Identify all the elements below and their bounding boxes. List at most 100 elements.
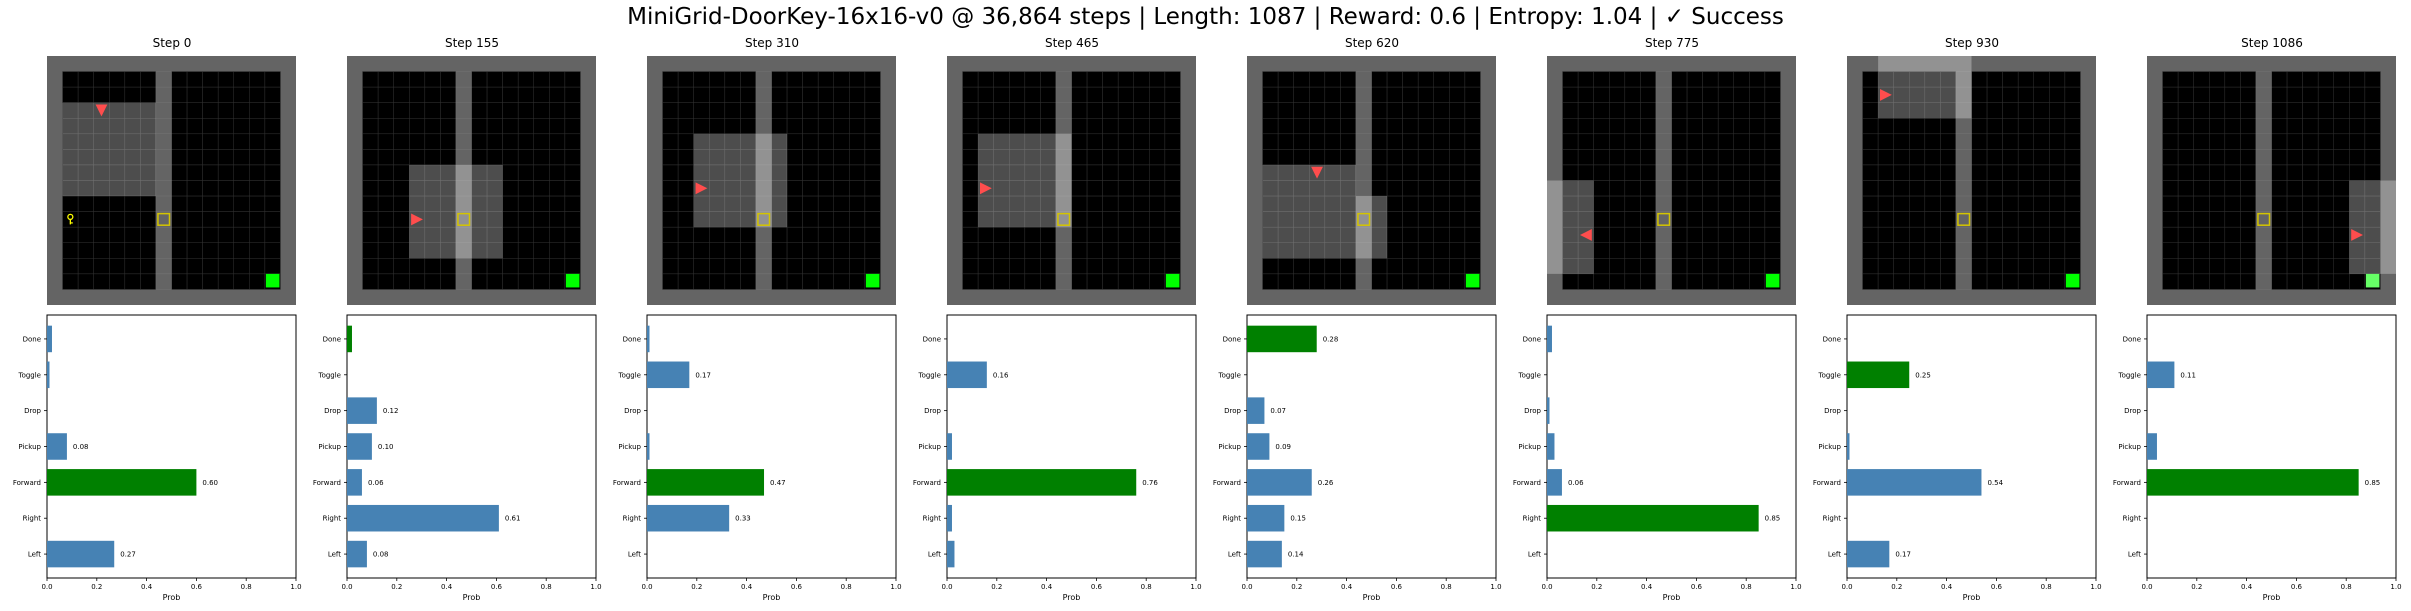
bar-right xyxy=(1247,504,1285,532)
plot-frame xyxy=(2146,314,2397,579)
grid-frame xyxy=(647,56,896,305)
x-tick-label: 0.4 xyxy=(141,583,153,591)
y-tick-label: Toggle xyxy=(17,371,41,379)
bar-left xyxy=(347,540,367,568)
floor xyxy=(962,71,1181,290)
grid-frame xyxy=(1547,56,1796,305)
bar-forward xyxy=(947,469,1137,496)
bar-toggle xyxy=(47,361,50,389)
x-tick-label: 0.8 xyxy=(241,583,252,591)
floor xyxy=(1862,71,2081,290)
x-tick-label: 0.8 xyxy=(841,583,852,591)
y-tick-label: Drop xyxy=(324,407,341,415)
bar-forward xyxy=(1247,469,1312,496)
x-tick-label: 0.6 xyxy=(791,583,803,591)
y-tick-label: Drop xyxy=(24,407,41,415)
y-tick-label: Pickup xyxy=(2118,443,2141,451)
y-tick-label: Done xyxy=(1523,335,1541,343)
action-prob-chart: Left Right Forward 0.85 Pickup Drop Toggle 0.11… xyxy=(2113,314,2402,602)
value-label: 0.06 xyxy=(368,479,384,487)
x-axis-label: Prob xyxy=(1663,593,1681,602)
floor xyxy=(1562,71,1781,290)
bar-toggle xyxy=(1847,361,1910,389)
bar-done xyxy=(47,325,52,353)
bar-forward xyxy=(647,469,765,496)
y-tick-label: Pickup xyxy=(618,443,641,451)
action-prob-chart: Left Right Forward 0.76 Pickup Drop Toggle 0.16… xyxy=(913,314,1202,602)
y-tick-label: Done xyxy=(23,335,41,343)
step-title: Step 775 xyxy=(1644,36,1700,50)
x-tick-label: 1.0 xyxy=(2390,583,2401,591)
value-label: 0.16 xyxy=(993,371,1009,379)
x-tick-label: 0.4 xyxy=(741,583,753,591)
value-label: 0.61 xyxy=(505,515,521,523)
y-tick-label: Drop xyxy=(1224,407,1241,415)
y-tick-label: Forward xyxy=(2113,479,2141,487)
value-label: 0.15 xyxy=(1290,515,1306,523)
agent-view-overlay xyxy=(693,133,788,228)
action-prob-chart: Left 0.14 Right 0.15 Forward 0.26 Pickup 0.09 Dr… xyxy=(1213,314,1502,602)
bar-pickup xyxy=(47,433,67,460)
door xyxy=(157,212,171,226)
grid-frame xyxy=(47,56,296,305)
y-tick-label: Drop xyxy=(924,407,941,415)
bar-right xyxy=(947,504,952,532)
step-title: Step 930 xyxy=(1944,36,2000,50)
y-tick-label: Left xyxy=(1228,551,1241,559)
x-tick-label: 0.4 xyxy=(1041,583,1053,591)
x-tick-label: 0.2 xyxy=(1891,583,1902,591)
x-axis-label: Prob xyxy=(163,593,181,602)
bar-toggle xyxy=(647,361,690,389)
plot-frame xyxy=(346,314,597,579)
bar-done xyxy=(347,325,352,353)
y-tick-label: Forward xyxy=(613,479,641,487)
bar-drop xyxy=(1547,397,1550,424)
x-axis-label: Prob xyxy=(1363,593,1381,602)
x-tick-label: 0.2 xyxy=(91,583,102,591)
x-tick-label: 1.0 xyxy=(890,583,901,591)
bar-left xyxy=(947,540,955,568)
x-tick-label: 0.0 xyxy=(1541,583,1552,591)
x-tick-label: 0.0 xyxy=(41,583,52,591)
x-tick-label: 0.2 xyxy=(991,583,1002,591)
y-tick-label: Forward xyxy=(13,479,41,487)
value-label: 0.17 xyxy=(1895,551,1911,559)
y-tick-label: Drop xyxy=(1824,407,1841,415)
bar-drop xyxy=(1247,397,1265,424)
bar-left xyxy=(47,540,115,568)
goal-square xyxy=(565,273,580,288)
bar-forward xyxy=(1847,469,1982,496)
y-tick-label: Forward xyxy=(1813,479,1841,487)
value-label: 0.10 xyxy=(378,443,394,451)
y-tick-label: Left xyxy=(928,551,941,559)
plot-frame xyxy=(46,314,297,579)
value-label: 0.76 xyxy=(1142,479,1158,487)
grid-frame xyxy=(347,56,596,305)
bar-left xyxy=(1247,540,1282,568)
x-axis-label: Prob xyxy=(463,593,481,602)
y-tick-label: Forward xyxy=(913,479,941,487)
y-tick-label: Left xyxy=(28,551,41,559)
x-tick-label: 0.0 xyxy=(941,583,952,591)
x-tick-label: 0.8 xyxy=(1141,583,1152,591)
goal-square xyxy=(1165,273,1180,288)
door xyxy=(1057,212,1071,226)
agent-view-overlay xyxy=(409,164,503,259)
y-tick-label: Forward xyxy=(1213,479,1241,487)
value-label: 0.08 xyxy=(373,551,389,559)
y-tick-label: Toggle xyxy=(917,371,941,379)
plot-frame xyxy=(1546,314,1797,579)
goal-square xyxy=(2065,273,2080,288)
y-tick-label: Left xyxy=(1828,551,1841,559)
y-tick-label: Toggle xyxy=(1817,371,1841,379)
bar-forward xyxy=(2147,469,2359,496)
bar-pickup xyxy=(2147,433,2157,460)
y-tick-label: Pickup xyxy=(1218,443,1241,451)
bar-pickup xyxy=(1247,433,1270,460)
y-tick-label: Right xyxy=(1223,515,1242,523)
agent-view-overlay xyxy=(1262,164,1356,259)
plot-frame xyxy=(646,314,897,579)
x-tick-label: 0.8 xyxy=(1741,583,1752,591)
action-prob-chart: Left 0.08 Right 0.61 Forward 0.06 Pickup 0.10 Dr… xyxy=(313,314,602,602)
bar-toggle xyxy=(947,361,987,389)
